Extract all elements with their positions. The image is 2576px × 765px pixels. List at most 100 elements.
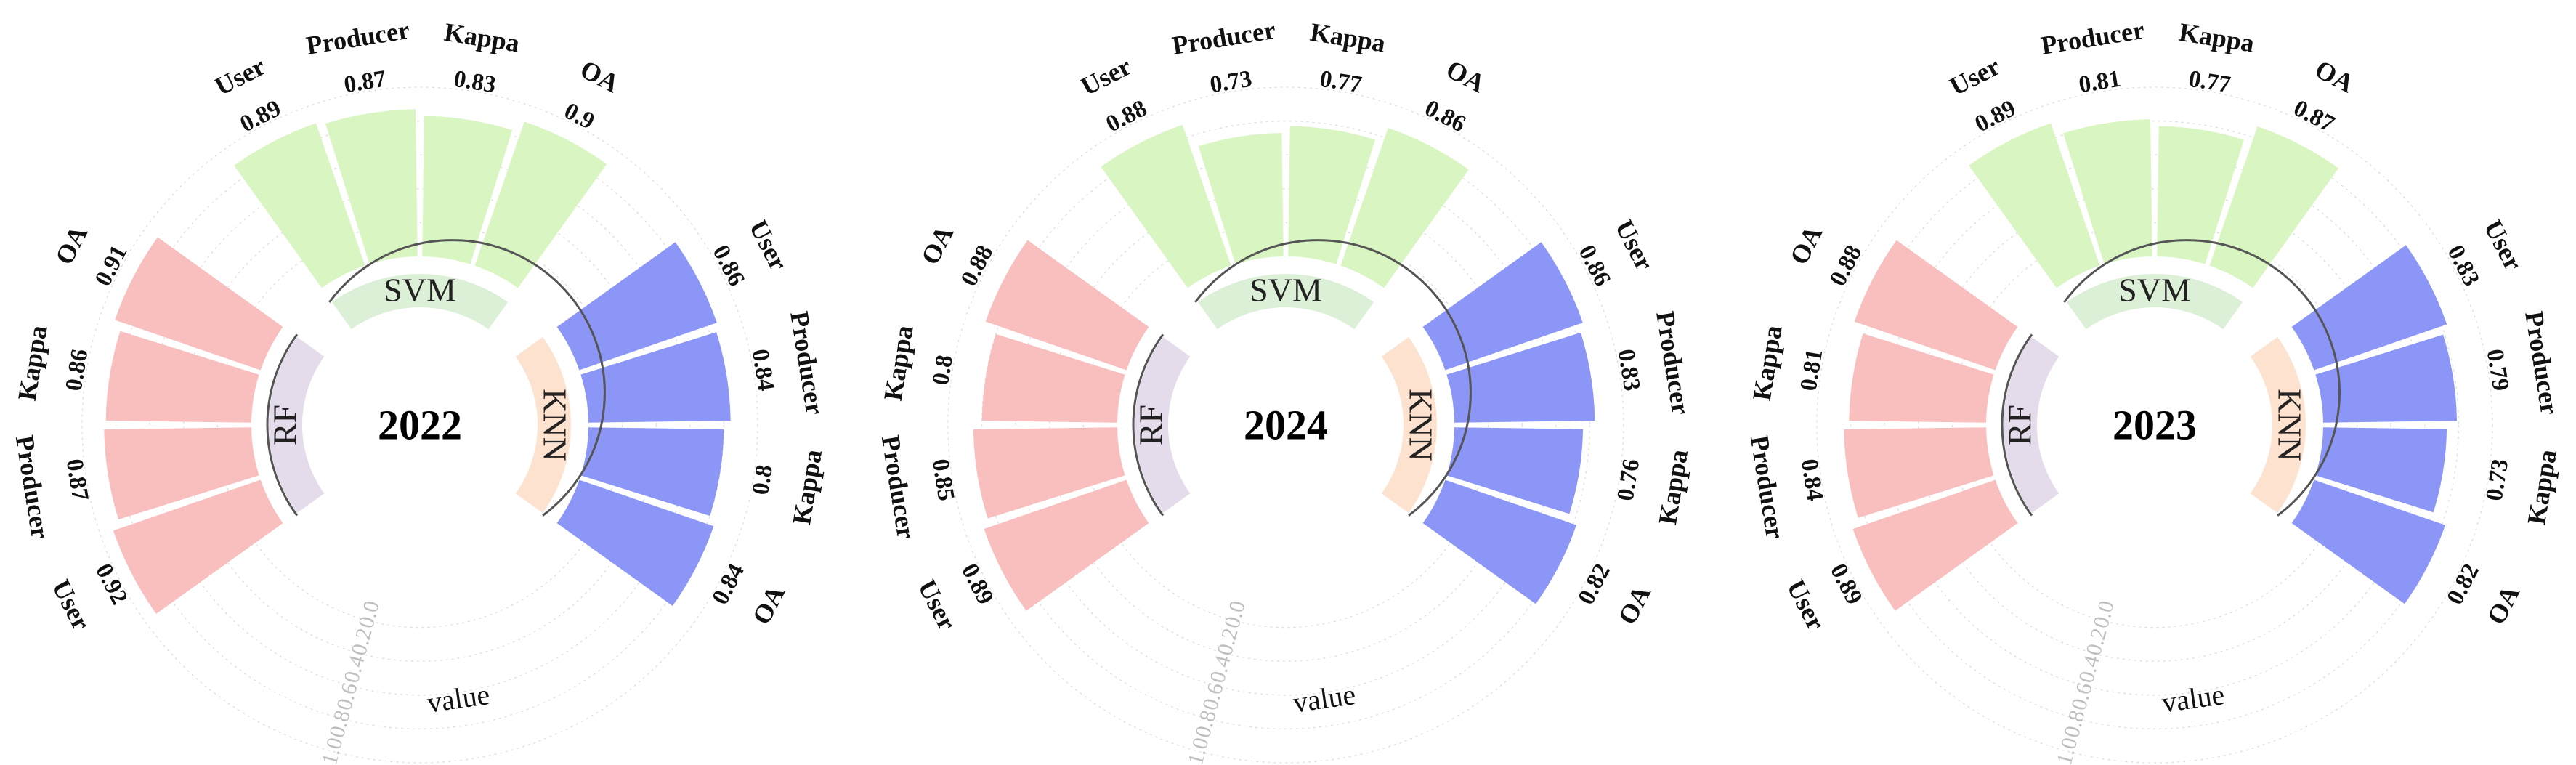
metric-label: Producer xyxy=(1650,309,1696,417)
axis-tick-label: 0.6 xyxy=(1198,680,1228,713)
metric-label: User xyxy=(1076,52,1135,102)
metric-label: OA xyxy=(2311,54,2359,98)
metric-label: OA xyxy=(1784,221,1828,269)
axis-tick-label: 0.2 xyxy=(1212,626,1243,658)
value-label: 0.9 xyxy=(560,98,599,135)
axis-tick-label: 0.0 xyxy=(1220,598,1250,631)
axis-tick-label: 0.8 xyxy=(325,708,355,740)
axis-title: value xyxy=(2160,678,2227,719)
metric-label: OA xyxy=(747,581,790,629)
metric-label: Kappa xyxy=(1653,448,1693,527)
axis-tick-label: 0.8 xyxy=(2059,708,2090,740)
value-label: 0.85 xyxy=(927,457,960,503)
value-label: 0.89 xyxy=(1971,95,2020,137)
value-label: 0.84 xyxy=(747,347,779,393)
metric-label: Kappa xyxy=(787,448,827,527)
value-label: 0.77 xyxy=(1318,66,1364,99)
axis-tick-label: 0.2 xyxy=(2081,626,2112,658)
axis-tick-label: 0.6 xyxy=(2067,680,2097,713)
value-label: 0.88 xyxy=(1102,95,1151,137)
metric-label: User xyxy=(912,575,963,635)
metric-label: Producer xyxy=(1170,15,1278,60)
group-label: RF xyxy=(267,405,304,445)
chart-title: 2024 xyxy=(1244,402,1328,449)
metric-label: Producer xyxy=(10,433,55,541)
value-label: 0.83 xyxy=(1613,347,1645,393)
value-label: 0.83 xyxy=(2442,241,2484,291)
value-label: 0.86 xyxy=(61,347,94,393)
value-label: 0.87 xyxy=(61,457,94,503)
metric-label: User xyxy=(1781,575,1831,635)
value-label: 0.88 xyxy=(956,241,998,291)
chart-title: 2022 xyxy=(378,402,462,449)
value-label: 0.83 xyxy=(452,66,498,99)
metric-label: Kappa xyxy=(442,17,522,58)
value-label: 0.86 xyxy=(1420,95,1470,137)
metric-label: OA xyxy=(49,221,93,269)
metric-label: Producer xyxy=(304,15,412,60)
metric-label: Producer xyxy=(1745,433,1790,541)
axis-tick-label: 0.0 xyxy=(2089,598,2119,631)
value-label: 0.8 xyxy=(928,353,958,386)
value-label: 0.73 xyxy=(1208,66,1254,99)
metric-label: Kappa xyxy=(2522,448,2562,527)
value-label: 0.91 xyxy=(90,241,132,291)
metric-label: User xyxy=(1945,52,2004,102)
metric-label: Producer xyxy=(876,433,921,541)
metric-label: User xyxy=(2479,215,2529,275)
metric-label: Kappa xyxy=(1747,323,1788,402)
metric-label: OA xyxy=(1442,54,1490,98)
metric-label: Kappa xyxy=(2177,17,2256,58)
axis-tick-label: 0.4 xyxy=(2074,653,2105,686)
value-label: 0.77 xyxy=(2187,66,2232,99)
value-label: 0.81 xyxy=(1796,347,1828,393)
axis-tick-label: 0.4 xyxy=(1205,653,1236,686)
value-label: 0.92 xyxy=(90,559,132,609)
metric-label: User xyxy=(744,215,794,275)
axis-title: value xyxy=(425,678,492,719)
value-label: 0.82 xyxy=(1573,559,1616,609)
metric-label: Producer xyxy=(2519,309,2564,417)
group-label: KNN xyxy=(1403,389,1440,461)
value-label: 0.89 xyxy=(1825,559,1867,609)
metric-label: Kappa xyxy=(878,323,919,402)
value-label: 0.87 xyxy=(342,66,388,99)
value-label: 0.89 xyxy=(236,95,285,137)
metric-label: User xyxy=(210,52,270,102)
metric-label: User xyxy=(1610,215,1660,275)
metric-label: Kappa xyxy=(1308,17,1388,58)
group-label: SVM xyxy=(2118,272,2191,309)
axis-tick-label: 0.0 xyxy=(354,598,384,631)
metric-label: OA xyxy=(1613,581,1656,629)
metric-label: OA xyxy=(576,54,624,98)
chart-title: 2023 xyxy=(2113,402,2197,449)
value-label: 0.87 xyxy=(2289,95,2338,137)
value-label: 0.86 xyxy=(708,241,750,291)
group-label: KNN xyxy=(537,389,574,461)
metric-label: Producer xyxy=(785,309,830,417)
value-label: 0.84 xyxy=(1796,457,1828,503)
value-label: 0.73 xyxy=(2482,457,2514,503)
value-label: 0.88 xyxy=(1825,241,1867,291)
axis-tick-label: 0.2 xyxy=(347,626,377,658)
axis-tick-label: 0.8 xyxy=(1191,708,1221,740)
value-label: 0.84 xyxy=(708,559,750,609)
group-label: RF xyxy=(1133,405,1170,445)
metric-label: Producer xyxy=(2039,15,2147,60)
value-label: 0.82 xyxy=(2442,559,2484,609)
group-label: RF xyxy=(2001,405,2038,445)
value-label: 0.81 xyxy=(2077,66,2123,99)
metric-label: OA xyxy=(2482,581,2525,629)
value-label: 0.76 xyxy=(1613,457,1645,503)
metric-label: User xyxy=(46,575,97,635)
metric-label: Kappa xyxy=(12,323,53,402)
group-label: SVM xyxy=(1249,272,1322,309)
axis-tick-label: 0.6 xyxy=(332,680,362,713)
metric-label: OA xyxy=(915,221,959,269)
group-label: KNN xyxy=(2272,389,2309,461)
value-label: 0.8 xyxy=(748,463,778,496)
axis-title: value xyxy=(1291,678,1358,719)
